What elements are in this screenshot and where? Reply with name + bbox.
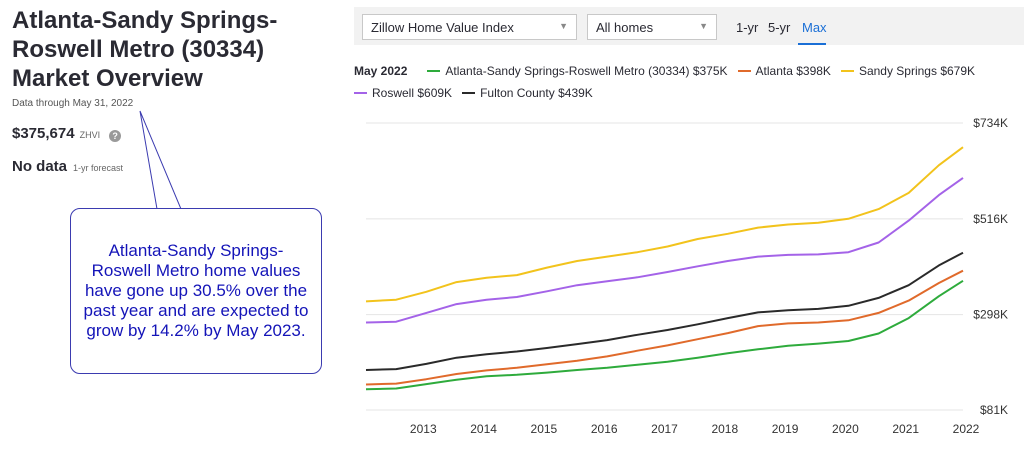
y-tick-label: $81K [980,403,1008,417]
info-icon[interactable]: ? [109,130,122,142]
legend-series-name: Fulton County [480,86,559,100]
market-overview-panel: Atlanta-Sandy Springs-Roswell Metro (303… [12,6,332,175]
page-title: Atlanta-Sandy Springs-Roswell Metro (303… [12,7,278,92]
x-tick-label: 2016 [591,422,618,436]
chevron-down-icon: ▼ [699,21,708,31]
chevron-down-icon: ▼ [559,21,568,31]
legend-item: Sandy Springs $679K [840,60,976,82]
legend-series-name: Atlanta [755,64,797,78]
legend-series-value: $375K [692,64,728,78]
series-line [365,146,964,303]
x-tick-label: 2013 [410,422,437,436]
range-5yr-button[interactable]: 5-yr [768,20,791,35]
legend-series-name: Atlanta-Sandy Springs-Roswell Metro (303… [445,64,693,78]
home-type-select[interactable]: All homes ▼ [587,14,717,40]
zhvi-value: $375,674 [12,125,75,142]
legend-series-name: Sandy Springs [858,64,941,78]
chart-toolbar: Zillow Home Value Index ▼ All homes ▼ 1-… [354,7,1024,45]
legend-item: Fulton County $439K [462,82,593,104]
legend-month: May 2022 [354,64,408,78]
zhvi-label: ZHVI [79,130,101,140]
callout-text: Atlanta-Sandy Springs-Roswell Metro home… [83,241,309,340]
callout-box: Atlanta-Sandy Springs-Roswell Metro home… [70,208,322,374]
forecast-label: 1-yr forecast [73,163,124,173]
x-tick-label: 2022 [953,422,980,436]
series-line [365,177,964,324]
y-tick-label: $298K [973,308,1008,322]
legend-swatch [737,69,751,72]
x-tick-label: 2017 [651,422,678,436]
legend-series-value: $609K [417,86,453,100]
x-tick-label: 2014 [470,422,497,436]
forecast-value: No data [12,158,68,175]
y-tick-label: $734K [973,116,1008,130]
series-lines [365,146,964,391]
active-range-indicator [798,43,826,45]
grid-lines [366,122,963,411]
range-1yr-button[interactable]: 1-yr [736,20,759,35]
legend-series-value: $398K [796,64,831,78]
chart-legend: May 2022 Atlanta-Sandy Springs-Roswell Me… [354,60,1019,104]
series-line [365,251,964,371]
forecast-row: No data 1-yr forecast [12,158,332,175]
zhvi-row: $375,674 ZHVI ? [12,125,332,142]
legend-series-name: Roswell [372,86,418,100]
legend-swatch [840,69,854,72]
legend-item: Roswell $609K [354,82,452,104]
series-line [365,279,964,391]
range-max-button[interactable]: Max [802,20,827,35]
index-select-value: Zillow Home Value Index [371,20,514,35]
series-line [365,269,964,386]
index-select[interactable]: Zillow Home Value Index ▼ [362,14,577,40]
data-through-date: Data through May 31, 2022 [12,98,134,109]
y-axis-ticks: $81K $298K $516K $734K [973,116,1008,417]
home-type-select-value: All homes [596,20,654,35]
legend-item: Atlanta $398K [737,60,831,82]
x-axis-ticks: 2013 2014 2015 2016 2017 2018 2019 2020 2021 2022 [410,422,980,436]
x-tick-label: 2020 [832,422,859,436]
y-tick-label: $516K [973,212,1008,226]
legend-swatch [354,91,367,94]
legend-swatch [427,69,441,72]
x-tick-label: 2019 [772,422,799,436]
x-tick-label: 2018 [711,422,738,436]
legend-series-value: $679K [940,64,976,78]
x-tick-label: 2015 [531,422,558,436]
legend-item: Atlanta-Sandy Springs-Roswell Metro (303… [427,60,728,82]
legend-swatch [462,91,476,94]
x-tick-label: 2021 [892,422,919,436]
legend-series-value: $439K [558,86,593,100]
